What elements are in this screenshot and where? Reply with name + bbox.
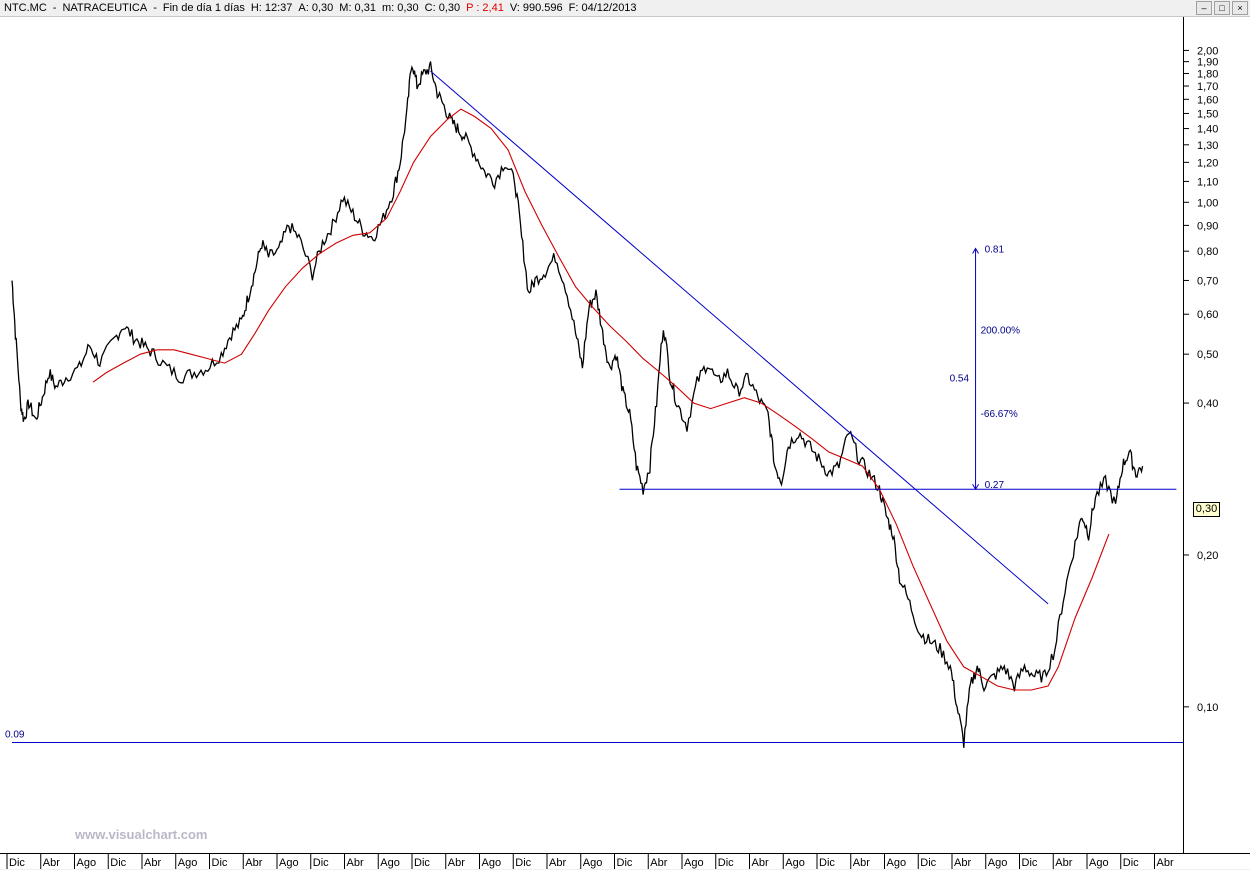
price-tick-label: 1,70 xyxy=(1197,81,1218,93)
price-tick-label: 0,70 xyxy=(1197,275,1218,287)
time-tick-label: Abr xyxy=(245,857,262,869)
time-tick-label: Ago xyxy=(178,857,198,869)
quote-field: H: 12:37 xyxy=(250,2,293,14)
measure-label-diff: 0.54 xyxy=(950,373,970,384)
time-tick-label: Abr xyxy=(43,857,60,869)
quote-field: A: 0,30 xyxy=(298,2,334,14)
price-tick-label: 1,50 xyxy=(1197,108,1218,120)
time-tick-label: Dic xyxy=(718,857,734,869)
measure-label-pct-up: 200.00% xyxy=(981,325,1021,336)
price-tick-label: 2,00 xyxy=(1197,45,1218,57)
time-tick-label: Ago xyxy=(988,857,1008,869)
time-tick-label: Dic xyxy=(212,857,228,869)
ticker: NTC.MC xyxy=(4,2,47,14)
maximize-icon[interactable]: □ xyxy=(1214,1,1230,15)
price-tick-label: 1,40 xyxy=(1197,124,1218,136)
time-tick-label: Ago xyxy=(279,857,299,869)
price-tick-label: 1,10 xyxy=(1197,176,1218,188)
time-tick-label: Ago xyxy=(380,857,400,869)
time-tick-label: Dic xyxy=(110,857,126,869)
time-axis: Dic Abr Ago Dic Abr Ago Dic Abr Ago Dic Abr Ago Dic A… xyxy=(0,853,1250,869)
time-tick-label: Ago xyxy=(684,857,704,869)
price-tick-label: 1,20 xyxy=(1197,157,1218,169)
time-tick-label: Abr xyxy=(549,857,566,869)
close-icon[interactable]: × xyxy=(1232,1,1248,15)
price-tick-label: 0,10 xyxy=(1197,702,1218,714)
quote-field: C: 0,30 xyxy=(424,2,461,14)
period: Fin de día 1 días xyxy=(162,2,245,14)
price-tick-label: 0,60 xyxy=(1197,309,1218,321)
support-label-0.09: 0.09 xyxy=(5,729,25,740)
time-tick-label: Dic xyxy=(313,857,329,869)
price-tick-label: 1,30 xyxy=(1197,140,1218,152)
time-tick-label: Dic xyxy=(617,857,633,869)
measure-arrow-head-top xyxy=(972,247,979,254)
instrument-name: NATRACEUTICA xyxy=(62,2,148,14)
price-tick-label: 1,60 xyxy=(1197,94,1218,106)
time-tick-label: Abr xyxy=(752,857,769,869)
time-tick-label: Abr xyxy=(853,857,870,869)
window-controls: – □ × xyxy=(1196,1,1248,15)
time-tick-label: Ago xyxy=(1089,857,1109,869)
price-axis: 2,00 1,90 1,80 1,70 1,60 1,50 1,40 1,30 1,20 1,10… xyxy=(1183,17,1250,853)
measure-label-pct-down: -66.67% xyxy=(981,409,1018,420)
quote-field: V: 990.596 xyxy=(509,2,563,14)
time-tick-label: Ago xyxy=(482,857,502,869)
time-tick-label: Abr xyxy=(347,857,364,869)
time-tick-label: Dic xyxy=(414,857,430,869)
price-axis-svg: 2,001,901,801,701,60 1,50 1,40 1,30 1,20 1,10… xyxy=(1184,45,1218,714)
time-tick-label: Abr xyxy=(144,857,161,869)
price-tick-label: 1,00 xyxy=(1197,197,1218,209)
time-tick-label: Ago xyxy=(77,857,97,869)
time-tick-label: Abr xyxy=(1055,857,1072,869)
quote-field: M: 0,31 xyxy=(339,2,376,14)
chart-header: NTC.MC - NATRACEUTICA - Fin de día 1 días H: … xyxy=(4,2,649,14)
quote-fields: H: 12:37 A: 0,30 M: 0,31 m: 0,30 C: 0,30 P : … xyxy=(251,2,643,14)
time-tick-label: Ago xyxy=(887,857,907,869)
time-tick-label: Abr xyxy=(1157,857,1174,869)
price-series-line xyxy=(11,61,1144,748)
last-price-marker: 0,30 xyxy=(1193,502,1220,517)
time-tick-label: Dic xyxy=(515,857,531,869)
quote-field: P : 2,41 xyxy=(466,2,504,14)
time-tick-label: Ago xyxy=(785,857,805,869)
quote-field: m: 0,30 xyxy=(381,2,419,14)
watermark: www.visualchart.com xyxy=(74,827,207,842)
measure-label-bottom: 0.27 xyxy=(985,480,1005,491)
price-tick-label: 0,90 xyxy=(1197,220,1218,232)
price-tick-label: 0,20 xyxy=(1197,550,1218,562)
chart-title-bar: NTC.MC - NATRACEUTICA - Fin de día 1 días H: … xyxy=(0,0,1250,17)
price-tick-label: 0,50 xyxy=(1197,349,1218,361)
price-tick-label: 0,80 xyxy=(1197,246,1218,258)
time-tick-label: Dic xyxy=(920,857,936,869)
trendline-line[interactable] xyxy=(430,70,1049,605)
time-tick-label: Ago xyxy=(583,857,603,869)
time-tick-label: Dic xyxy=(819,857,835,869)
time-tick-label: Dic xyxy=(1123,857,1139,869)
quote-field: F: 04/12/2013 xyxy=(568,2,637,14)
chart-plot-area[interactable]: www.visualchart.com 0.09 0.81 0.27 200.00% 0.… xyxy=(0,17,1183,853)
minimize-icon[interactable]: – xyxy=(1196,1,1212,15)
price-tick-label: 0,40 xyxy=(1197,398,1218,410)
time-tick-label: Dic xyxy=(1022,857,1038,869)
time-tick-label: Abr xyxy=(954,857,971,869)
price-tick-label: 1,90 xyxy=(1197,57,1218,69)
time-tick-label: Abr xyxy=(650,857,667,869)
time-tick-label: Dic xyxy=(9,857,25,869)
price-chart[interactable]: www.visualchart.com 0.09 0.81 0.27 200.00% 0.… xyxy=(0,17,1183,853)
measure-arrow-head-bottom xyxy=(972,483,979,491)
time-tick-label: Abr xyxy=(448,857,465,869)
measure-label-top: 0.81 xyxy=(985,244,1005,255)
time-axis-svg: Dic Abr Ago Dic Abr Ago Dic Abr Ago Dic Abr Ago Dic A… xyxy=(6,854,1174,869)
moving-average-line xyxy=(92,108,1110,691)
price-tick-label: 1,80 xyxy=(1197,68,1218,80)
